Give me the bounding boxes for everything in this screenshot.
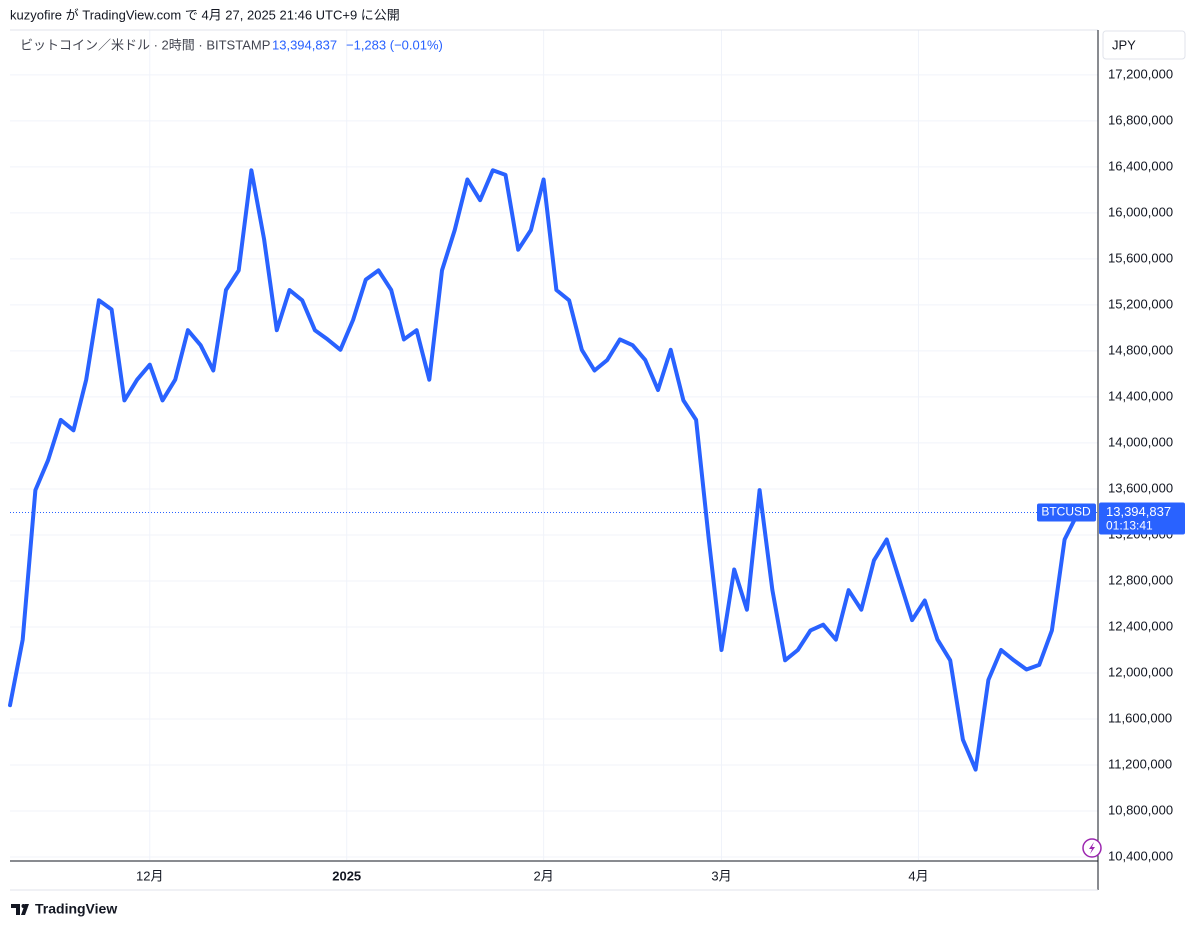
y-tick-label: 14,800,000 xyxy=(1108,342,1173,357)
y-tick-label: 12,000,000 xyxy=(1108,664,1173,679)
lightning-bolt[interactable] xyxy=(1089,842,1095,854)
lightning-icon[interactable] xyxy=(1082,838,1102,858)
y-tick-label: 13,600,000 xyxy=(1108,480,1173,495)
y-tick-label: 15,200,000 xyxy=(1108,296,1173,311)
series-tag-label: BTCUSD xyxy=(1041,505,1091,519)
x-tick-label: 2025 xyxy=(332,868,361,883)
y-tick-label: 10,800,000 xyxy=(1108,802,1173,817)
x-tick-label: 12月 xyxy=(136,868,163,883)
y-tick-label: 15,600,000 xyxy=(1108,250,1173,265)
price-line xyxy=(8,168,1092,772)
currency[interactable]: JPY xyxy=(1112,37,1136,52)
footer-brand: TradingView xyxy=(35,901,117,917)
y-tick-label: 14,400,000 xyxy=(1108,388,1173,403)
y-tick-label: 16,800,000 xyxy=(1108,112,1173,127)
price-tag-value: 13,394,837 xyxy=(1106,504,1171,519)
legend-change: −1,283 (−0.01%) xyxy=(346,37,443,52)
y-tick-label: 17,200,000 xyxy=(1108,66,1173,81)
currency-box[interactable] xyxy=(1102,30,1186,60)
series-tag xyxy=(1037,503,1096,522)
y-tick-label: 12,400,000 xyxy=(1108,618,1173,633)
x-tick-label: 4月 xyxy=(908,868,928,883)
tv-logo xyxy=(11,904,29,915)
x-tick-label: 3月 xyxy=(711,868,731,883)
chart-subtitle: ビットコイン／米ドル · 2時間 · BITSTAMP xyxy=(20,37,270,52)
y-tick-label: 12,800,000 xyxy=(1108,572,1173,587)
price-tag xyxy=(1099,502,1185,535)
y-tick-label: 11,200,000 xyxy=(1108,756,1172,771)
tv-logo-dot xyxy=(21,904,26,908)
y-tick-label: 14,000,000 xyxy=(1108,434,1173,449)
legend-price: 13,394,837 xyxy=(272,37,337,52)
y-tick-label: 16,400,000 xyxy=(1108,158,1173,173)
chart-title: kuzyofire が TradingView.com で 4月 27, 202… xyxy=(10,7,400,22)
price-tag-countdown: 01:13:41 xyxy=(1106,519,1153,533)
x-tick-label: 2月 xyxy=(534,868,554,883)
y-tick-label: 10,400,000 xyxy=(1108,848,1173,863)
y-tick-label: 16,000,000 xyxy=(1108,204,1173,219)
y-tick-label: 11,600,000 xyxy=(1108,710,1172,725)
